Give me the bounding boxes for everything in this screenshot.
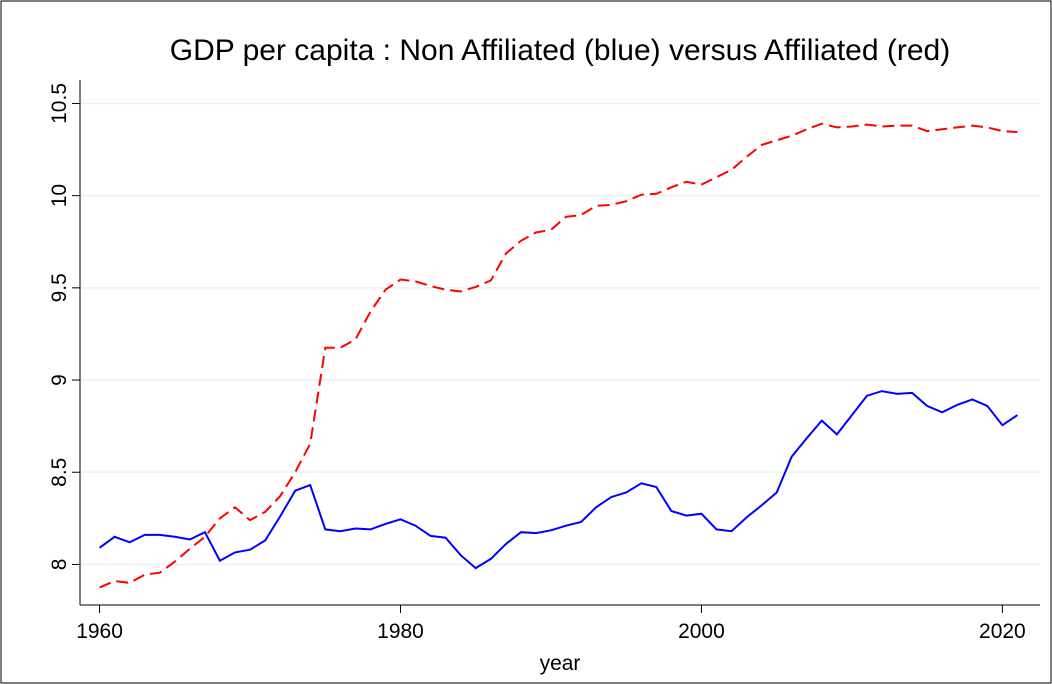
chart-title: GDP per capita : Non Affiliated (blue) v… — [170, 34, 950, 67]
y-tick-label: 8.5 — [48, 458, 71, 487]
y-tick-label: 9.5 — [48, 273, 71, 302]
x-tick-label: 1980 — [377, 620, 424, 643]
x-tick-label: 1960 — [76, 620, 123, 643]
data-line — [99, 122, 1018, 589]
x-tick-label: 2020 — [979, 620, 1026, 643]
x-tick-label: 2000 — [678, 620, 725, 643]
y-tick-label: 8 — [48, 559, 71, 571]
y-tick-label: 9 — [48, 374, 71, 386]
y-tick-label: 10 — [48, 184, 71, 207]
x-axis-label: year — [540, 652, 581, 675]
y-tick-label: 10.5 — [48, 83, 71, 124]
data-line — [99, 390, 1018, 570]
